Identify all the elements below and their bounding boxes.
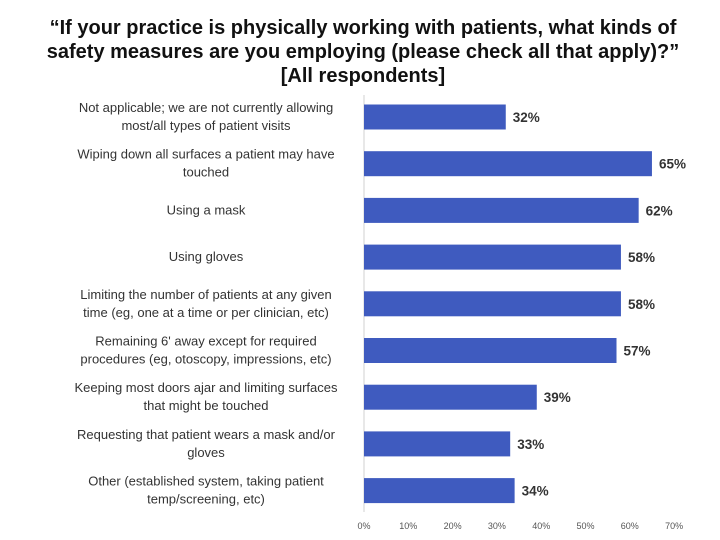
x-tick-label: 0%	[357, 521, 370, 531]
category-label: Other (established system, taking patien…	[88, 474, 324, 507]
category-label-line: time (eg, one at a time or per clinician…	[83, 305, 329, 320]
category-label: Limiting the number of patients at any g…	[80, 287, 331, 320]
bar	[364, 384, 537, 410]
category-label-line: Limiting the number of patients at any g…	[80, 287, 331, 302]
category-label-line: most/all types of patient visits	[121, 118, 291, 133]
value-label: 58%	[628, 297, 655, 312]
category-label-line: Remaining 6' away except for required	[95, 334, 316, 349]
category-label-line: Requesting that patient wears a mask and…	[77, 427, 336, 442]
bar	[364, 291, 621, 317]
category-label-line: Wiping down all surfaces a patient may h…	[77, 147, 334, 162]
category-label-line: Not applicable; we are not currently all…	[79, 100, 333, 115]
category-label-line: touched	[183, 165, 229, 180]
category-label: Using a mask	[167, 202, 246, 217]
category-label-line: that might be touched	[143, 398, 268, 413]
category-label-line: Using gloves	[169, 249, 244, 264]
x-tick-label: 10%	[399, 521, 417, 531]
category-label-line: Other (established system, taking patien…	[88, 474, 324, 489]
category-label-line: procedures (eg, otoscopy, impressions, e…	[80, 352, 331, 367]
value-label: 57%	[624, 344, 651, 359]
value-label: 62%	[646, 203, 673, 218]
category-label-line: Using a mask	[167, 202, 246, 217]
bars	[364, 104, 652, 504]
category-label: Requesting that patient wears a mask and…	[77, 427, 336, 460]
x-tick-label: 60%	[621, 521, 639, 531]
value-label: 34%	[522, 484, 549, 499]
category-labels: Not applicable; we are not currently all…	[74, 100, 338, 507]
value-label: 58%	[628, 250, 655, 265]
category-label: Using gloves	[169, 249, 244, 264]
bar	[364, 244, 621, 270]
category-label: Remaining 6' away except for required pro…	[80, 334, 331, 367]
x-tick-label: 50%	[576, 521, 594, 531]
value-label: 65%	[659, 157, 686, 172]
category-label: Wiping down all surfaces a patient may h…	[77, 147, 334, 180]
x-tick-label: 70%	[665, 521, 683, 531]
chart-title: “If your practice is physically working …	[46, 17, 680, 87]
value-labels: 32% 65% 62% 58% 58% 57% 39% 33% 34%	[513, 110, 686, 499]
category-label-line: Keeping most doors ajar and limiting sur…	[74, 380, 338, 395]
bar	[364, 478, 515, 504]
x-tick-label: 30%	[488, 521, 506, 531]
category-label: Not applicable; we are not currently all…	[79, 100, 333, 133]
value-label: 32%	[513, 110, 540, 125]
bar	[364, 431, 511, 457]
x-tick-label: 20%	[444, 521, 462, 531]
x-axis-ticks: 0% 10% 20% 30% 40% 50% 60% 70%	[357, 521, 683, 531]
bar	[364, 104, 506, 130]
value-label: 39%	[544, 390, 571, 405]
value-label: 33%	[517, 437, 544, 452]
bar	[364, 151, 652, 177]
x-tick-label: 40%	[532, 521, 550, 531]
category-label-line: gloves	[187, 445, 225, 460]
category-label: Keeping most doors ajar and limiting sur…	[74, 380, 338, 413]
category-label-line: temp/screening, etc)	[147, 492, 265, 507]
bar	[364, 338, 617, 363]
bar	[364, 197, 639, 223]
